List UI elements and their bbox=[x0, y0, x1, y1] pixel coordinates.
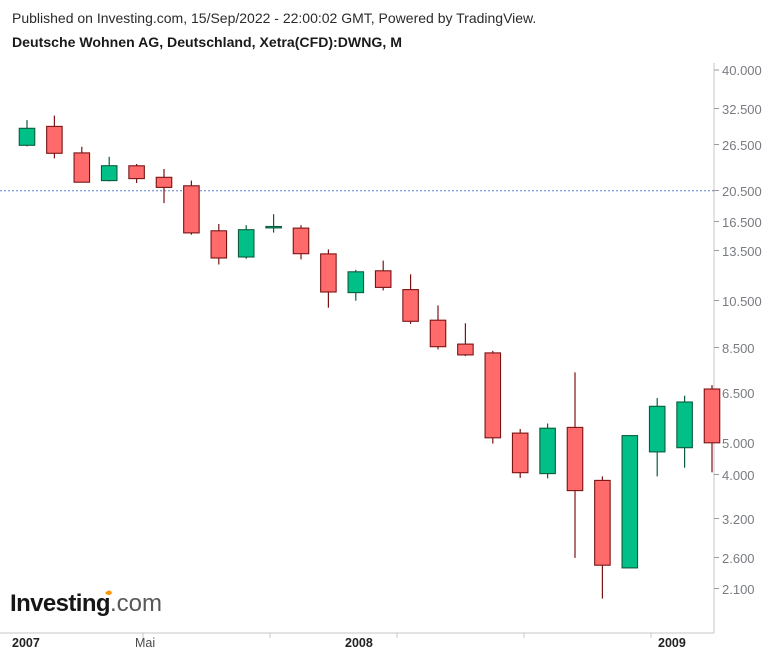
svg-text:Investing.com: Investing.com bbox=[10, 590, 162, 617]
